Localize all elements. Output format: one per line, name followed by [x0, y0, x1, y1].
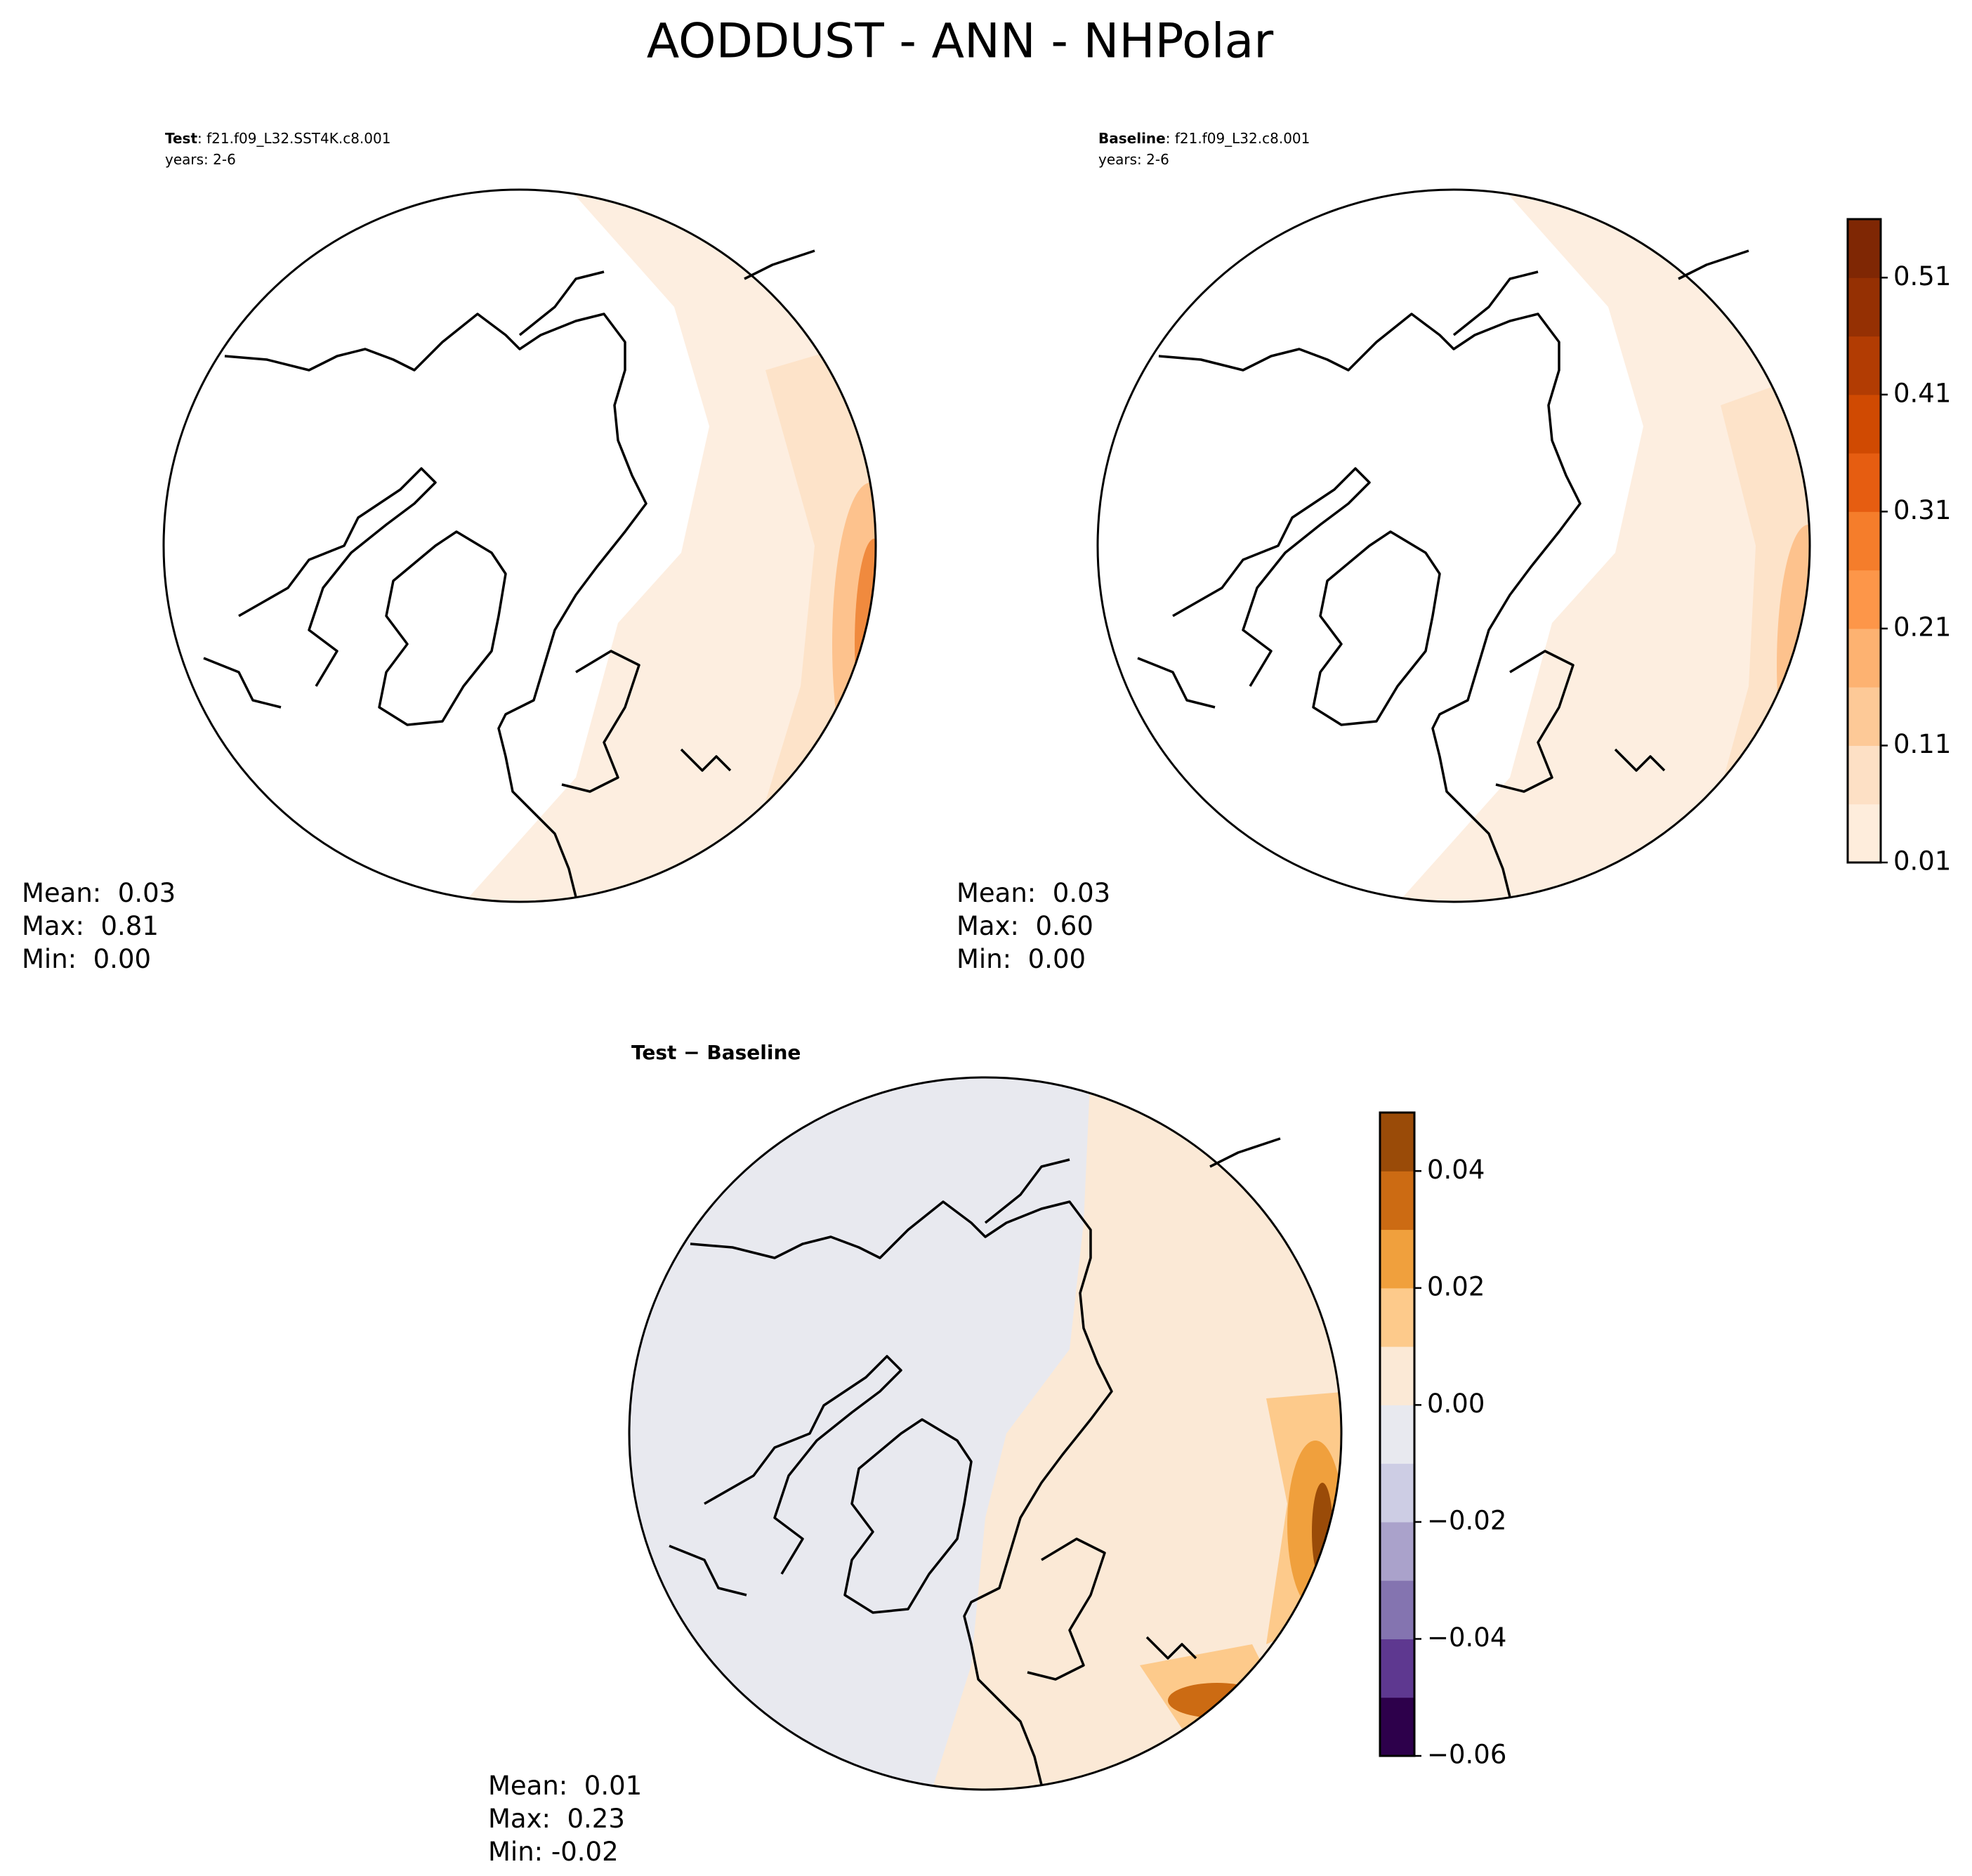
colorbar-tick-label: 0.01	[1893, 846, 1951, 877]
colorbar-segment	[1380, 1697, 1414, 1757]
colorbar-frame	[1379, 1111, 1416, 1757]
case-name: : f21.f09_L32.c8.001	[1166, 130, 1310, 147]
stat-mean: Mean: 0.03	[22, 878, 176, 908]
colorbar-tick-label: −0.04	[1427, 1622, 1506, 1653]
colorbar-segment	[1848, 628, 1881, 688]
colorbar-segment	[1848, 511, 1881, 571]
colorbar-tick-label: 0.51	[1893, 261, 1951, 291]
colorbar-tick-label: 0.02	[1427, 1271, 1485, 1301]
panel-label: Test	[165, 130, 197, 147]
colorbar-segment	[1380, 1639, 1414, 1698]
colorbar-segment	[1848, 336, 1881, 395]
colorbar-segment	[1380, 1463, 1414, 1523]
panel-header: Baseline: f21.f09_L32.c8.001	[1098, 130, 1310, 147]
colorbar-tick-label: 0.41	[1893, 378, 1951, 408]
colorbar-tick-label: 0.00	[1427, 1389, 1485, 1419]
map	[162, 188, 877, 903]
colorbar-segment	[1848, 277, 1881, 337]
colorbar-segment	[1380, 1171, 1414, 1231]
colorbar-segment	[1380, 1521, 1414, 1581]
stat-mean: Mean: 0.01	[488, 1771, 642, 1801]
colorbar-segment	[1380, 1346, 1414, 1405]
colorbar-frame	[1846, 218, 1882, 864]
colorbar-tick-label: 0.21	[1893, 612, 1951, 642]
stat-min: Min: -0.02	[488, 1837, 619, 1867]
colorbar-segment	[1848, 394, 1881, 454]
colorbar-segment	[1848, 219, 1881, 278]
stat-min: Min: 0.00	[957, 944, 1086, 974]
panel-header: Test: f21.f09_L32.SST4K.c8.001	[165, 130, 390, 147]
map-border	[628, 1076, 1343, 1791]
colorbar-segment	[1848, 453, 1881, 512]
panel-label: Baseline	[1098, 130, 1166, 147]
stat-max: Max: 0.81	[22, 911, 159, 941]
colorbar-tick-label: 0.04	[1427, 1155, 1485, 1185]
colorbar-segment	[1380, 1113, 1414, 1172]
colorbar-segment	[1380, 1229, 1414, 1289]
stat-max: Max: 0.60	[957, 911, 1093, 941]
case-name: : f21.f09_L32.SST4K.c8.001	[197, 130, 390, 147]
stat-max: Max: 0.23	[488, 1804, 625, 1834]
figure-title: AODDUST - ANN - NHPolar	[647, 14, 1274, 70]
panel-label: Test − Baseline	[631, 1041, 801, 1064]
colorbar-tick-label: 0.11	[1893, 729, 1951, 759]
map	[628, 1076, 1343, 1791]
years: years: 2-6	[165, 151, 236, 168]
years: years: 2-6	[1098, 151, 1169, 168]
colorbar-segment	[1380, 1287, 1414, 1347]
map-border	[162, 188, 877, 903]
colorbar-tick-label: −0.02	[1427, 1505, 1506, 1535]
colorbar-segment	[1848, 687, 1881, 746]
colorbar-segment	[1380, 1580, 1414, 1639]
colorbar-segment	[1848, 803, 1881, 863]
colorbar-segment	[1848, 570, 1881, 629]
colorbar-tick-label: −0.06	[1427, 1740, 1506, 1770]
colorbar-segment	[1848, 745, 1881, 805]
map	[1096, 188, 1811, 903]
map-border	[1096, 188, 1811, 903]
colorbar-segment	[1380, 1405, 1414, 1464]
stat-min: Min: 0.00	[22, 944, 151, 974]
stat-mean: Mean: 0.03	[957, 878, 1110, 908]
colorbar-tick-label: 0.31	[1893, 495, 1951, 525]
